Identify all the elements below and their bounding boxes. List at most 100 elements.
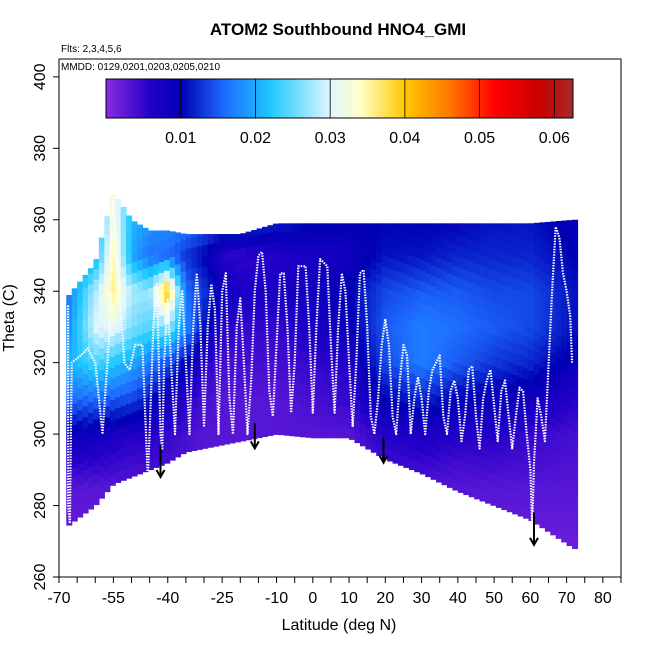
heatmap-cell <box>463 333 470 346</box>
heatmap-cell <box>512 224 519 236</box>
heatmap-cell <box>550 341 557 354</box>
heatmap-cell <box>332 223 339 235</box>
heatmap-cell <box>463 440 470 453</box>
heatmap-cell <box>71 424 78 436</box>
heatmap-cell <box>164 366 171 378</box>
y-tick-label: 400 <box>32 63 49 90</box>
heatmap-cell <box>479 286 486 298</box>
heatmap-cell <box>425 433 432 445</box>
heatmap-cell <box>452 254 459 266</box>
heatmap-cell <box>392 270 399 282</box>
heatmap-cell <box>71 360 78 372</box>
heatmap-cell <box>234 238 241 250</box>
heatmap-cell <box>468 325 475 337</box>
heatmap-cell <box>354 303 361 315</box>
heatmap-cell <box>550 245 557 257</box>
heatmap-cell <box>533 459 541 472</box>
heatmap-cell <box>202 234 209 246</box>
heatmap-cell <box>104 277 111 289</box>
heatmap-cell <box>147 297 154 310</box>
heatmap-cell <box>185 365 192 378</box>
heatmap-cell <box>354 223 361 229</box>
heatmap-cell <box>142 267 149 280</box>
heatmap-cell <box>321 266 328 278</box>
heatmap-cell <box>327 362 334 374</box>
heatmap-cell <box>240 258 247 270</box>
heatmap-cell <box>544 231 551 243</box>
heatmap-cell <box>370 387 377 400</box>
heatmap-cell <box>452 339 459 352</box>
heatmap-cell <box>490 237 497 249</box>
heatmap-cell <box>354 356 361 369</box>
heatmap-cell <box>120 415 127 428</box>
heatmap-cell <box>343 351 350 364</box>
heatmap-cell <box>93 408 100 420</box>
heatmap-cell <box>392 223 399 228</box>
heatmap-cell <box>468 223 475 230</box>
heatmap-cell <box>147 276 154 288</box>
heatmap-cell <box>126 381 133 393</box>
heatmap-cell <box>468 239 475 251</box>
heatmap-cell <box>153 242 160 254</box>
heatmap-cell <box>495 239 502 251</box>
heatmap-cell <box>126 435 133 447</box>
heatmap-cell <box>485 492 492 504</box>
heatmap-cell <box>164 248 171 261</box>
heatmap-cell <box>550 266 557 279</box>
heatmap-cell <box>419 355 426 368</box>
heatmap-cell <box>115 225 122 237</box>
heatmap-cell <box>479 265 486 277</box>
heatmap-cell <box>359 349 366 361</box>
heatmap-cell <box>572 269 579 282</box>
heatmap-cell <box>523 378 530 391</box>
heatmap-cell <box>370 312 377 325</box>
heatmap-cell <box>436 321 443 333</box>
heatmap-cell <box>446 444 453 456</box>
heatmap-cell <box>474 391 481 403</box>
heatmap-cell <box>501 488 508 500</box>
heatmap-cell <box>142 375 149 387</box>
heatmap-cell <box>300 383 307 395</box>
heatmap-cell <box>512 503 519 515</box>
heatmap-cell <box>164 230 171 239</box>
heatmap-cell <box>262 361 269 373</box>
heatmap-cell <box>419 227 426 239</box>
heatmap-cell <box>213 403 220 415</box>
heatmap-cell <box>310 298 318 310</box>
heatmap-cell <box>446 315 453 328</box>
heatmap-cell <box>533 320 541 332</box>
heatmap-cell <box>376 230 383 242</box>
heatmap-cell <box>490 226 497 238</box>
heatmap-cell <box>278 413 285 425</box>
heatmap-cell <box>539 281 546 293</box>
heatmap-cell <box>278 263 285 275</box>
heatmap-cell <box>419 388 426 400</box>
heatmap-cell <box>240 301 247 313</box>
heatmap-cell <box>452 223 459 234</box>
heatmap-cell <box>370 291 377 303</box>
heatmap-cell <box>414 246 421 258</box>
heatmap-cell <box>392 280 399 293</box>
y-tick-label: 340 <box>32 278 49 305</box>
heatmap-cell <box>533 222 541 225</box>
heatmap-cell <box>474 327 481 339</box>
heatmap-cell <box>365 309 372 321</box>
heatmap-cell <box>120 383 127 396</box>
heatmap-cell <box>441 291 448 303</box>
heatmap-cell <box>300 415 307 427</box>
heatmap-cell <box>142 385 149 398</box>
heatmap-cell <box>349 353 356 365</box>
heatmap-cell <box>66 342 73 355</box>
heatmap-cell <box>398 223 405 230</box>
heatmap-cell <box>572 301 579 314</box>
heatmap-cell <box>403 295 410 308</box>
heatmap-cell <box>213 274 220 286</box>
heatmap-cell <box>169 342 176 354</box>
heatmap-cell <box>310 416 318 428</box>
heatmap-cell <box>463 430 470 442</box>
heatmap-cell <box>408 458 415 471</box>
heatmap-cell <box>419 430 426 443</box>
heatmap-cell <box>392 291 399 303</box>
heatmap-cell <box>120 426 127 438</box>
heatmap-cell <box>278 359 285 371</box>
